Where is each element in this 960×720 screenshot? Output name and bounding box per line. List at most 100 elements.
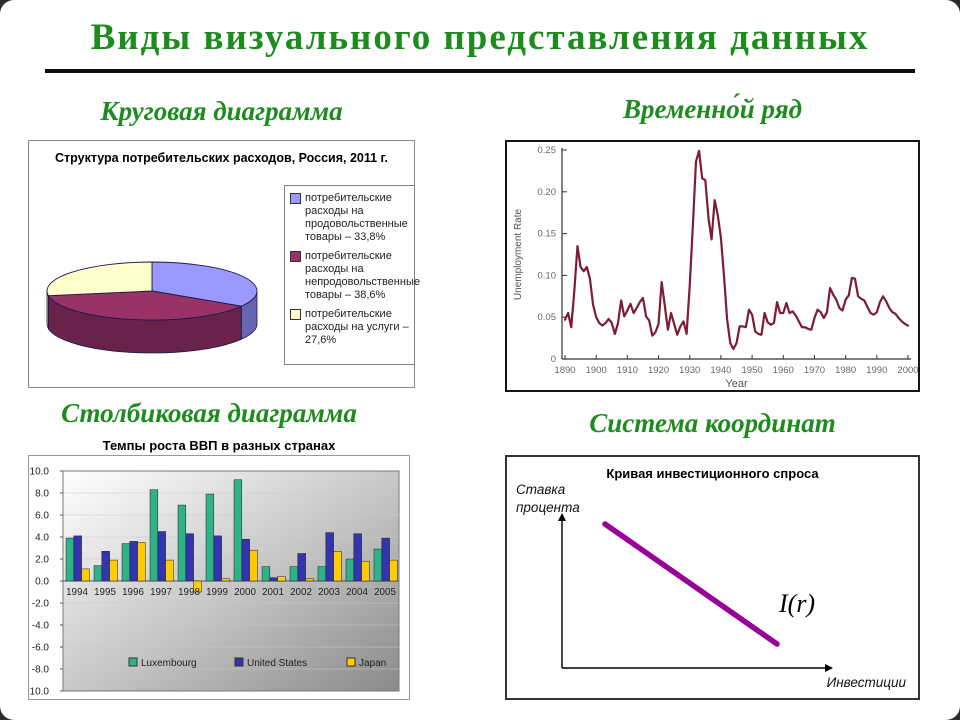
x-tick-label: 1980 [835, 365, 856, 376]
x-tick-label: 1950 [742, 365, 763, 376]
x-tick-label: 1940 [710, 365, 731, 376]
bar-luxembourg [317, 566, 327, 582]
bar-japan [81, 568, 90, 582]
bar-japan [305, 578, 314, 582]
time-series-panel: 0 0.05 0.10 0.15 0.20 0.25 1890 1900 1910 1920 193… [505, 140, 920, 392]
y-tick-label: 0.20 [538, 187, 557, 198]
bar-japan [193, 580, 202, 593]
title-underline [45, 69, 915, 73]
legend-swatch-icon [128, 657, 138, 667]
y-tick-label: 0.15 [538, 229, 557, 240]
bar-united-states [73, 535, 82, 582]
bar-united-states [381, 537, 390, 582]
x-tick-label: 2005 [374, 587, 396, 598]
bar-luxembourg [205, 493, 215, 582]
bar-japan [221, 578, 230, 582]
bar-united-states [353, 533, 362, 582]
coordinate-system-panel: Кривая инвестиционного спроса Ставка про… [505, 455, 920, 700]
pie-chart-panel: Структура потребительских расходов, Росс… [28, 140, 420, 388]
pie-legend-label: потребительские расходы на продовольстве… [305, 192, 408, 243]
pie-legend: потребительские расходы на продовольстве… [284, 185, 420, 365]
x-tick-label: 2000 [234, 587, 256, 598]
interest-rate-axis-label: Ставка процента [516, 482, 580, 515]
y-tick-label: 0.0 [35, 577, 49, 588]
y-tick-label: 0 [551, 354, 556, 365]
x-tick-label: 2001 [262, 587, 284, 598]
y-tick-label: 6.0 [35, 511, 49, 522]
bar-luxembourg [121, 543, 131, 582]
bar-legend-label: Luxembourg [141, 658, 197, 669]
bar-legend-label: United States [247, 658, 307, 669]
y-axis-arrowhead-icon [558, 513, 566, 521]
bar-chart-panel: -10.0 -8.0 -6.0 -4.0 -2.0 0.0 2.0 4.0 6.0 8.0 10.0… [28, 455, 410, 700]
bar-united-states [241, 538, 250, 582]
x-tick-label: 1930 [679, 365, 700, 376]
time-series-chart: 0 0.05 0.10 0.15 0.20 0.25 1890 1900 1910 1920 193… [513, 145, 918, 390]
bar-japan [361, 560, 370, 582]
bar-chart-title: Темпы роста ВВП в разных странах [102, 438, 336, 453]
bar-luxembourg [93, 565, 103, 582]
bar-legend-label: Japan [359, 658, 386, 669]
pie-legend-label: потребительские расходы на услуги – 27,6… [305, 307, 409, 346]
unemployment-rate-line [563, 149, 910, 351]
legend-swatch-icon [234, 657, 244, 667]
bar-luxembourg [289, 566, 299, 582]
heading-time-series: Временно́й ряд [623, 94, 802, 124]
y-tick-label: 8.0 [35, 489, 49, 500]
x-tick-label: 1997 [150, 587, 172, 598]
bar-luxembourg [65, 537, 75, 582]
coordinate-chart-title: Кривая инвестиционного спроса [606, 466, 819, 481]
bar-united-states [185, 533, 194, 582]
pie-slice-side [46, 290, 49, 331]
bar-united-states [269, 577, 278, 582]
x-tick-label: 1990 [866, 365, 887, 376]
heading-pie-chart: Круговая диаграмма [100, 96, 343, 126]
heading-bar-chart: Столбиковая диаграмма [61, 398, 357, 428]
bar-luxembourg [233, 479, 243, 582]
y-tick-label: -8.0 [32, 665, 50, 676]
bar-japan [109, 559, 118, 582]
x-tick-label: 1910 [617, 365, 638, 376]
bar-japan [137, 542, 146, 582]
y-tick-label: 10.0 [30, 467, 50, 478]
investment-demand-line [602, 521, 780, 647]
bar-united-states [101, 551, 110, 582]
x-tick-label: 2002 [290, 587, 312, 598]
pie-legend-item: потребительские расходы на продовольстве… [290, 192, 412, 244]
pie-legend-item: потребительские расходы на услуги – 27,6… [290, 308, 412, 347]
bar-luxembourg [261, 566, 271, 582]
bar-japan [249, 549, 258, 582]
y-axis-title: Unemployment Rate [513, 208, 524, 300]
y-tick-label: -4.0 [32, 621, 50, 632]
x-tick-label: 1999 [206, 587, 228, 598]
pie-chart-title: Структура потребительских расходов, Росс… [55, 151, 388, 165]
x-axis-arrowhead-icon [825, 664, 833, 672]
bar-luxembourg [177, 504, 187, 582]
legend-swatch-icon [290, 308, 301, 320]
x-tick-label: 2004 [346, 587, 368, 598]
bar-united-states [213, 535, 222, 582]
bar-japan [333, 551, 342, 582]
x-tick-label: 1960 [773, 365, 794, 376]
pie-legend-label: потребительские расходы на непродовольст… [305, 249, 420, 301]
bar-luxembourg [149, 489, 159, 582]
bar-united-states [297, 553, 306, 582]
bar-united-states [325, 532, 334, 582]
bar-united-states [129, 541, 138, 582]
y-tick-label: -6.0 [32, 643, 50, 654]
legend-swatch-icon [290, 193, 301, 204]
x-axis-title: Year [725, 378, 748, 390]
x-tick-label: 1970 [804, 365, 825, 376]
y-tick-label: 0.05 [538, 312, 557, 323]
x-tick-label: 2003 [318, 587, 340, 598]
x-tick-label: 1920 [648, 365, 669, 376]
x-tick-label: 1998 [178, 587, 200, 598]
legend-swatch-icon [346, 657, 356, 667]
x-tick-label: 1994 [66, 587, 88, 598]
y-tick-label: -10.0 [29, 687, 49, 698]
y-tick-label: 4.0 [35, 533, 49, 544]
bar-luxembourg [373, 548, 383, 582]
bar-japan [165, 559, 174, 582]
x-tick-label: 2000 [897, 365, 918, 376]
y-tick-label: 0.10 [538, 270, 557, 281]
